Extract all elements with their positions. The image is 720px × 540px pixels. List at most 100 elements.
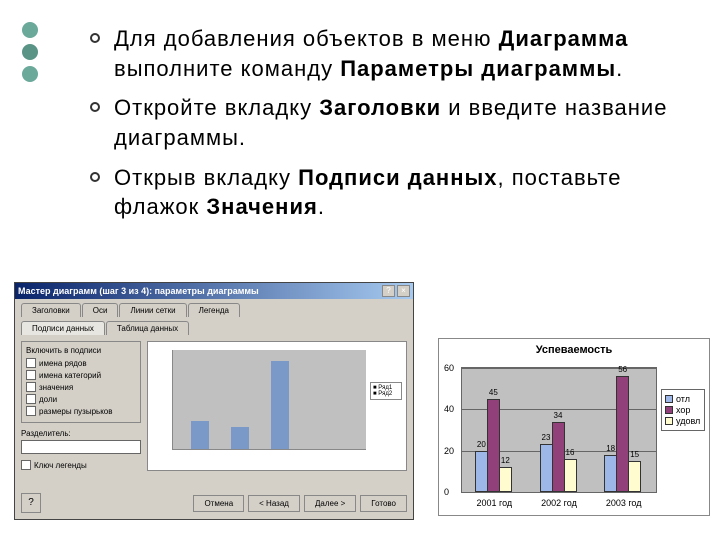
checkbox[interactable] (21, 460, 31, 470)
titlebar: Мастер диаграмм (шаг 3 из 4): параметры … (15, 283, 413, 299)
chart-ytick: 60 (444, 363, 454, 373)
chart-bar: 15 (628, 461, 641, 492)
back-button[interactable]: < Назад (248, 495, 300, 512)
tab[interactable]: Легенда (188, 303, 240, 317)
close-icon[interactable]: × (397, 285, 410, 297)
chart-bar-value: 34 (554, 411, 563, 420)
key-legend-label: Ключ легенды (34, 461, 87, 470)
legend-item: отл (665, 394, 701, 404)
bullet-item: Открыв вкладку Подписи данных, поставьте… (90, 163, 690, 222)
chart-ytick: 40 (444, 404, 454, 414)
checkbox[interactable] (26, 382, 36, 392)
chart-bar: 12 (499, 467, 512, 492)
window-buttons: ? × (382, 285, 410, 297)
legend-label: удовл (676, 416, 700, 426)
labels-group: Включить в подписи имена рядов имена кате… (21, 341, 141, 423)
decor-dot (22, 66, 38, 82)
separator-label: Разделитель: (21, 429, 141, 438)
tab[interactable]: Линии сетки (119, 303, 186, 317)
chart-xtick: 2002 год (541, 498, 577, 508)
key-legend-row: Ключ легенды (21, 460, 141, 470)
bullet-text: Открыв вкладку Подписи данных, поставьте… (114, 163, 690, 222)
decorative-dots (22, 22, 38, 88)
bullet-item: Откройте вкладку Заголовки и введите наз… (90, 93, 690, 152)
tabs-row-1: ЗаголовкиОсиЛинии сеткиЛегенда (15, 299, 413, 317)
checkbox-label: значения (39, 383, 73, 392)
checkbox-row: размеры пузырьков (26, 406, 136, 416)
checkbox[interactable] (26, 358, 36, 368)
performance-chart: Успеваемость 0 20 40 60 20 45 12 2001 год 23 34 16… (438, 338, 710, 516)
bullet-item: Для добавления объектов в меню Диаграмма… (90, 24, 690, 83)
cancel-button[interactable]: Отмена (193, 495, 244, 512)
bullet-text: Откройте вкладку Заголовки и введите наз… (114, 93, 690, 152)
chart-xtick: 2003 год (606, 498, 642, 508)
checkbox-label: доли (39, 395, 57, 404)
preview-legend: ■ Ряд1■ Ряд2 (370, 382, 402, 400)
checkbox-row: имена рядов (26, 358, 136, 368)
bullet-list: Для добавления объектов в меню Диаграмма… (90, 24, 690, 232)
chart-bar-value: 20 (477, 440, 486, 449)
checkbox-row: имена категорий (26, 370, 136, 380)
tabs-row-2: Подписи данныхТаблица данных (15, 317, 413, 335)
chart-bar-value: 23 (542, 433, 551, 442)
chart-bar-value: 15 (630, 450, 639, 459)
help-icon[interactable]: ? (382, 285, 395, 297)
checkbox[interactable] (26, 394, 36, 404)
next-button[interactable]: Далее > (304, 495, 356, 512)
separator-input[interactable] (21, 440, 141, 454)
chart-title: Успеваемость (439, 339, 709, 358)
checkbox-row: значения (26, 382, 136, 392)
dialog-title: Мастер диаграмм (шаг 3 из 4): параметры … (18, 286, 259, 296)
bullet-icon (90, 172, 100, 182)
chart-bar-value: 12 (501, 456, 510, 465)
preview-bar (231, 427, 249, 449)
decor-dot (22, 44, 38, 60)
chart-legend: отлхорудовл (661, 389, 705, 431)
help-button[interactable]: ? (21, 493, 41, 513)
chart-bar-value: 45 (489, 388, 498, 397)
group-title: Включить в подписи (26, 346, 136, 355)
chart-bar-value: 18 (606, 444, 615, 453)
chart-wizard-dialog: Мастер диаграмм (шаг 3 из 4): параметры … (14, 282, 414, 520)
decor-dot (22, 22, 38, 38)
chart-ytick: 0 (444, 487, 449, 497)
chart-bar-value: 56 (618, 365, 627, 374)
checkbox[interactable] (26, 406, 36, 416)
bullet-icon (90, 33, 100, 43)
chart-bar: 16 (564, 459, 577, 492)
chart-bar-value: 16 (566, 448, 575, 457)
legend-item: удовл (665, 416, 701, 426)
legend-item: хор (665, 405, 701, 415)
tab[interactable]: Оси (82, 303, 119, 317)
separator-field: Разделитель: (21, 429, 141, 454)
options-panel: Включить в подписи имена рядов имена кате… (21, 341, 141, 472)
checkbox-label: имена категорий (39, 371, 101, 380)
dialog-footer: ? Отмена < Назад Далее > Готово (21, 493, 407, 513)
legend-label: хор (676, 405, 690, 415)
finish-button[interactable]: Готово (360, 495, 407, 512)
legend-label: отл (676, 394, 690, 404)
tab[interactable]: Подписи данных (21, 321, 105, 335)
preview-bar (191, 421, 209, 449)
checkbox[interactable] (26, 370, 36, 380)
chart-bar-group: 18 56 15 (604, 368, 640, 492)
chart-bar-group: 20 45 12 (475, 368, 511, 492)
tab[interactable]: Таблица данных (106, 321, 189, 335)
chart-xtick: 2001 год (476, 498, 512, 508)
bullet-text: Для добавления объектов в меню Диаграмма… (114, 24, 690, 83)
chart-preview: ■ Ряд1■ Ряд2 (147, 341, 407, 471)
chart-body: 02040602045122001 год2334162002 год18561… (461, 367, 657, 493)
checkbox-label: имена рядов (39, 359, 87, 368)
preview-legend-item: ■ Ряд2 (373, 391, 399, 397)
tab[interactable]: Заголовки (21, 303, 81, 317)
chart-bar-group: 23 34 16 (540, 368, 576, 492)
chart-gridline (462, 492, 656, 493)
legend-swatch (665, 417, 673, 425)
dialog-body: Включить в подписи имена рядов имена кате… (15, 335, 413, 478)
legend-swatch (665, 395, 673, 403)
preview-bar (271, 361, 289, 449)
chart-ytick: 20 (444, 446, 454, 456)
checkbox-label: размеры пузырьков (39, 407, 113, 416)
bullet-icon (90, 102, 100, 112)
legend-swatch (665, 406, 673, 414)
